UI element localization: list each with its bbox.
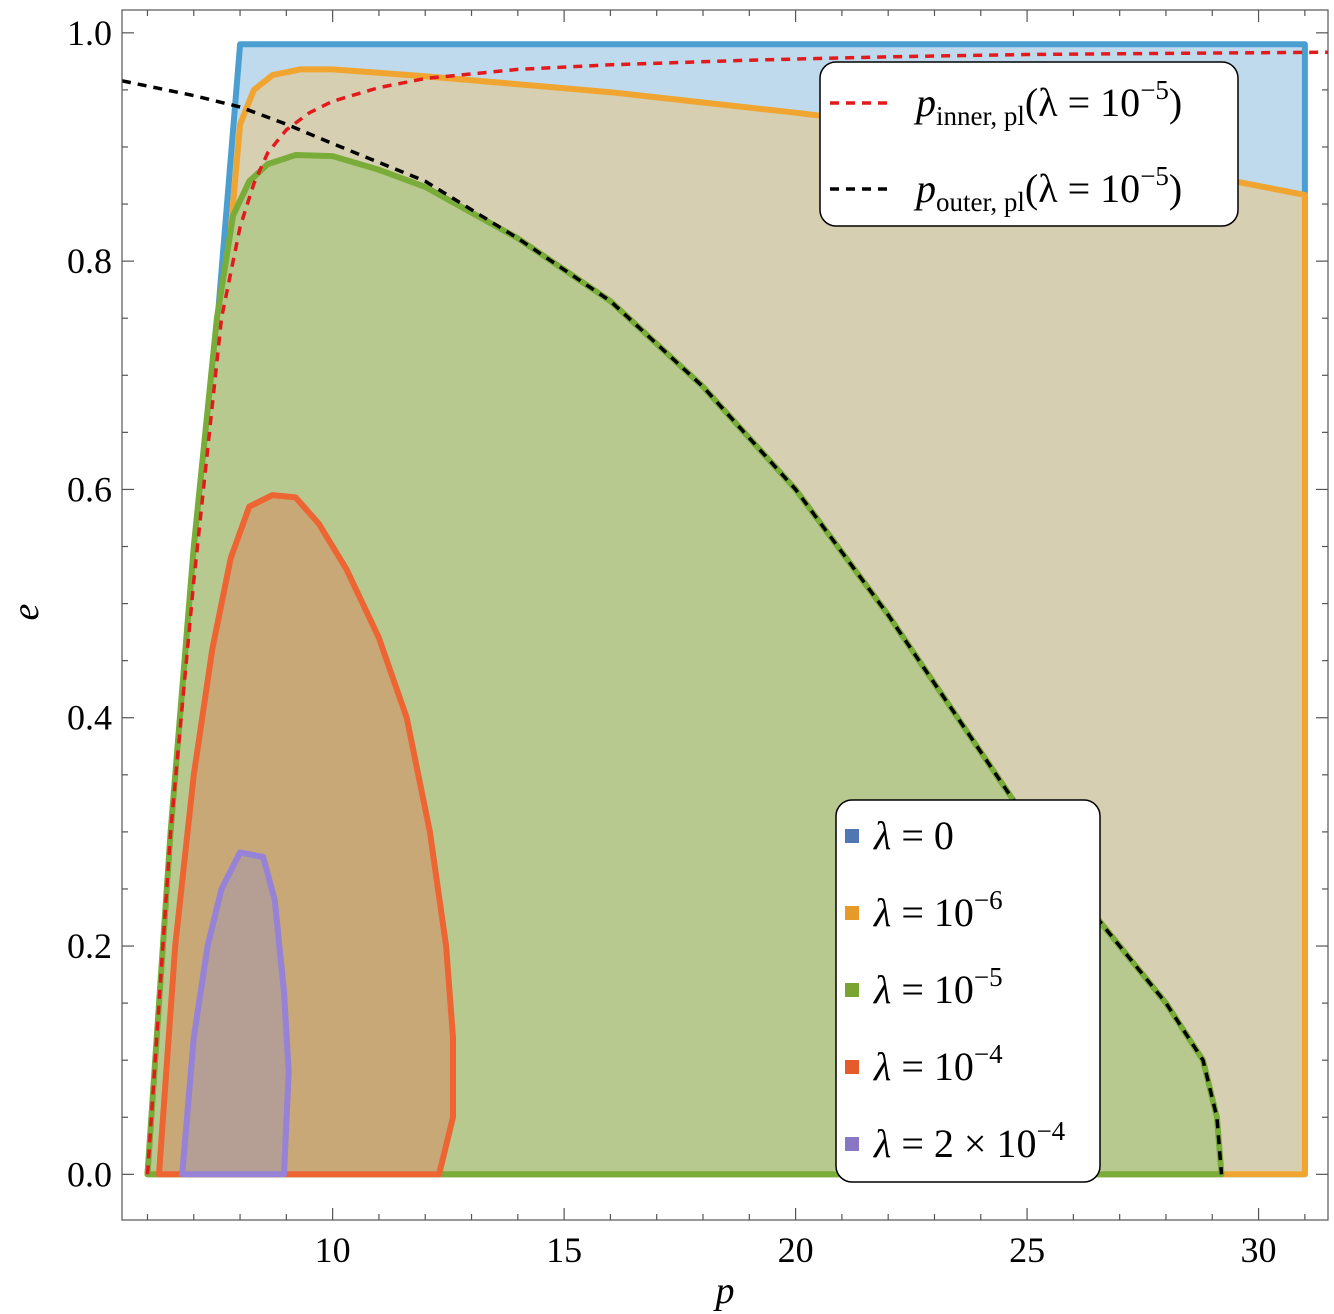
- legend-region-label: λ = 10−6: [873, 885, 1003, 935]
- x-axis: 10 15 20 25 30: [146, 10, 1306, 1270]
- region-4: [179, 849, 292, 1178]
- legend-region-swatch: [845, 983, 859, 997]
- legend-curve-label: pouter, pl(λ = 10−5): [913, 161, 1182, 217]
- y-tick-label: 0.2: [67, 926, 112, 966]
- legend-regions: λ = 0 λ = 10−6 λ = 10−5 λ = 10−4 λ = 2 × 10−…: [835, 799, 1101, 1183]
- legend-region-swatch: [845, 829, 859, 843]
- x-tick-label: 25: [1009, 1230, 1045, 1270]
- legend-region-label: λ = 10−5: [873, 962, 1003, 1012]
- legend-region-label: λ = 0: [873, 813, 954, 858]
- y-tick-label: 0.8: [67, 241, 112, 281]
- boundary-curves: [121, 50, 1329, 1175]
- y-tick-label: 1.0: [67, 13, 112, 53]
- x-tick-label: 20: [778, 1230, 814, 1270]
- legend-region-swatch: [845, 1060, 859, 1074]
- legend-region-swatch: [845, 1137, 859, 1151]
- y-axis: 0.0 0.2 0.4 0.6 0.8 1.0: [67, 13, 1328, 1194]
- legend-regions-box: [835, 799, 1101, 1183]
- legend-curves-box: [819, 61, 1239, 227]
- y-tick-label: 0.6: [67, 469, 112, 509]
- y-tick-label: 0.0: [67, 1154, 112, 1194]
- y-axis-title: e: [5, 603, 47, 620]
- x-tick-label: 15: [546, 1230, 582, 1270]
- legend-region-label: λ = 10−4: [873, 1039, 1003, 1089]
- legend-region-swatch: [845, 906, 859, 920]
- plot-frame: [121, 9, 1329, 1221]
- y-tick-label: 0.4: [67, 698, 112, 738]
- x-tick-label: 30: [1241, 1230, 1277, 1270]
- legend-curve-label: pinner, pl(λ = 10−5): [913, 75, 1182, 131]
- dashed-curve-1: [121, 79, 1224, 1175]
- legend-region-label: λ = 2 × 10−4: [873, 1116, 1066, 1166]
- legend-curves: pinner, pl(λ = 10−5) pouter, pl(λ = 10−5): [819, 61, 1239, 227]
- x-tick-label: 10: [315, 1230, 351, 1270]
- x-axis-title: p: [713, 1270, 735, 1312]
